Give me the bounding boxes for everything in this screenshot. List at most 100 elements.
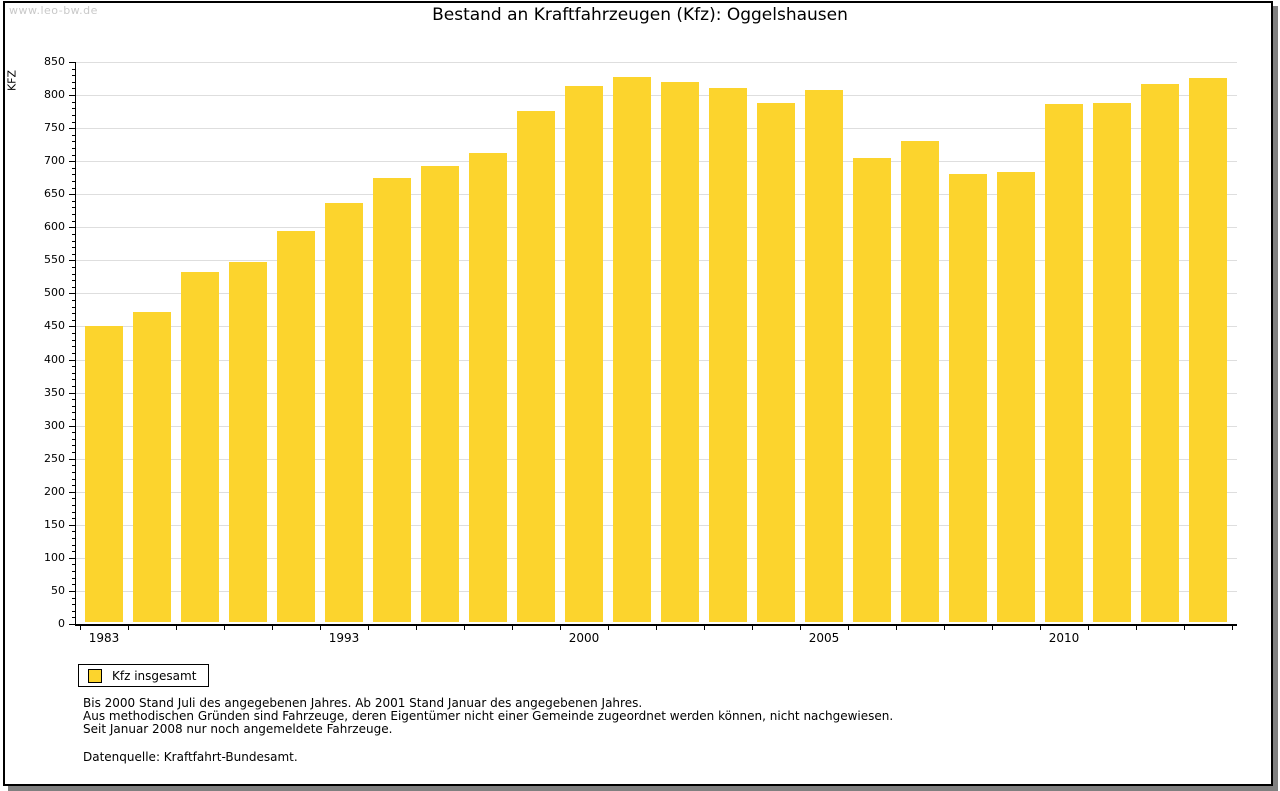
y-tick-label: 800 <box>44 88 65 102</box>
y-tick <box>72 597 75 599</box>
y-tick-label: 250 <box>44 451 65 465</box>
y-tick <box>72 412 75 414</box>
y-tick <box>72 240 75 242</box>
y-tick <box>69 425 75 427</box>
y-tick <box>72 432 75 434</box>
y-tick-label: 50 <box>51 583 65 597</box>
chart-title: Bestand an Kraftfahrzeugen (Kfz): Oggels… <box>432 5 848 25</box>
y-tick <box>72 214 75 216</box>
gridline <box>75 590 1237 592</box>
y-tick <box>72 286 75 288</box>
gridline <box>75 161 1237 163</box>
y-tick <box>72 610 75 612</box>
y-tick <box>72 478 75 480</box>
y-tick <box>72 280 75 282</box>
x-tick <box>368 626 369 630</box>
x-tick <box>224 626 225 630</box>
x-tick <box>1184 626 1185 630</box>
gridline <box>75 458 1237 460</box>
y-tick <box>72 564 75 566</box>
x-tick-label: 2005 <box>808 631 840 645</box>
gridline <box>75 194 1237 196</box>
y-tick <box>72 167 75 169</box>
y-tick <box>72 121 75 123</box>
y-tick <box>72 584 75 586</box>
y-tick <box>69 260 75 262</box>
x-tick <box>848 626 849 630</box>
gridline <box>75 326 1237 328</box>
y-tick-label: 100 <box>44 550 65 564</box>
x-tick <box>128 626 129 630</box>
y-tick <box>72 518 75 520</box>
y-axis-line <box>75 62 76 624</box>
x-tick <box>1232 626 1233 630</box>
y-tick <box>72 538 75 540</box>
x-tick <box>1136 626 1137 630</box>
y-tick-label: 700 <box>44 154 65 168</box>
gridline <box>75 359 1237 361</box>
y-tick <box>72 504 75 506</box>
y-tick-label: 0 <box>58 617 65 630</box>
y-tick <box>72 108 75 110</box>
footnote-line: Aus methodischen Gründen sind Fahrzeuge,… <box>83 709 894 723</box>
y-tick <box>72 445 75 447</box>
y-tick <box>72 465 75 467</box>
x-tick <box>752 626 753 630</box>
bar-2001 <box>613 76 651 622</box>
bar-2010 <box>1045 104 1083 622</box>
footnotes: Bis 2000 Stand Juli des angegebenen Jahr… <box>83 697 893 736</box>
y-tick <box>72 498 75 500</box>
bar-2003 <box>709 88 747 622</box>
legend-swatch <box>88 668 102 683</box>
y-tick <box>72 141 75 143</box>
bar-1989 <box>229 261 267 622</box>
y-tick <box>72 617 75 619</box>
y-tick <box>72 452 75 454</box>
bar-2011 <box>1093 102 1131 622</box>
gridline <box>75 260 1237 262</box>
gridline <box>75 95 1237 97</box>
x-tick <box>800 626 801 630</box>
bar-2002 <box>661 81 699 622</box>
y-tick <box>72 306 75 308</box>
x-tick-label: 1983 <box>88 631 120 645</box>
bar-1987 <box>181 271 219 622</box>
y-tick <box>72 399 75 401</box>
plot-area: 0 50 100 150 200 250 300 350 400 450 500 550 600 650 7… <box>44 56 1237 645</box>
gridline <box>75 227 1237 229</box>
y-tick <box>72 114 75 116</box>
x-tick <box>992 626 993 630</box>
y-tick <box>69 359 75 361</box>
x-tick <box>80 626 81 630</box>
bar-2005 <box>805 90 843 622</box>
footnote-line: Seit Januar 2008 nur noch angemeldete Fa… <box>83 722 393 736</box>
y-tick <box>72 511 75 513</box>
y-tick <box>72 571 75 573</box>
y-tick <box>72 339 75 341</box>
y-tick <box>72 101 75 103</box>
y-tick-label: 600 <box>44 220 65 234</box>
x-tick <box>896 626 897 630</box>
y-tick-label: 450 <box>44 319 65 333</box>
gridline <box>75 128 1237 130</box>
y-tick <box>69 590 75 592</box>
y-tick <box>72 207 75 209</box>
y-tick-label: 350 <box>44 385 65 399</box>
x-tick <box>272 626 273 630</box>
x-tick <box>1088 626 1089 630</box>
bar-1983 <box>85 325 123 622</box>
x-tick-label: 1993 <box>328 631 360 645</box>
y-tick <box>72 273 75 275</box>
y-tick <box>72 174 75 176</box>
x-tick-label: 2000 <box>568 631 600 645</box>
y-tick <box>72 366 75 368</box>
x-tick-label: 2010 <box>1048 631 1080 645</box>
y-tick <box>72 181 75 182</box>
y-tick <box>72 544 75 546</box>
bar-2009 <box>997 171 1035 622</box>
bar-2004 <box>757 102 795 622</box>
x-tick <box>320 626 321 630</box>
y-tick <box>72 471 75 473</box>
data-source: Datenquelle: Kraftfahrt-Bundesamt. <box>83 750 298 764</box>
footnote-line: Bis 2000 Stand Juli des angegebenen Jahr… <box>83 696 643 710</box>
